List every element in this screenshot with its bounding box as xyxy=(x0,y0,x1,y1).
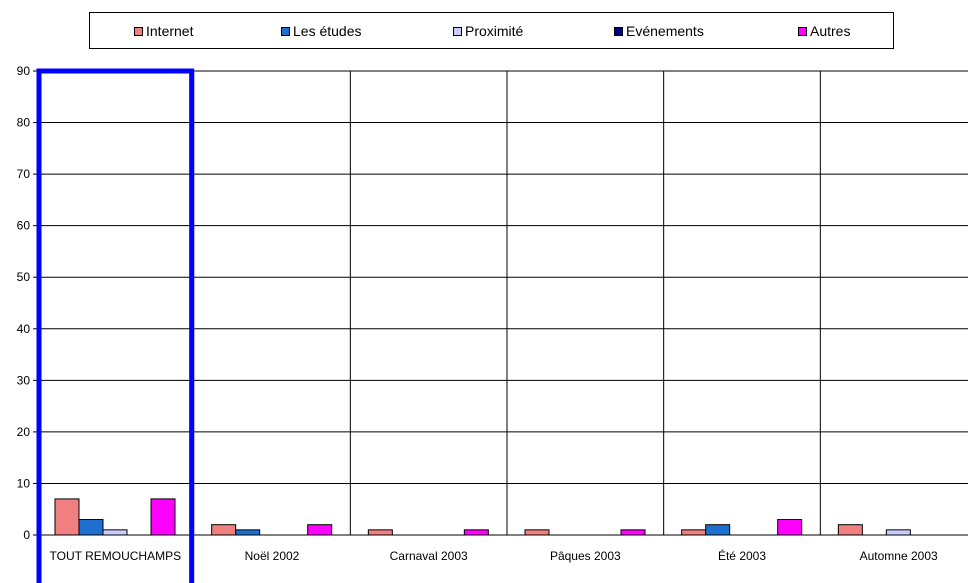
bar-internet-ete-2003 xyxy=(681,529,707,536)
x-tick-label-noel-2002: Noël 2002 xyxy=(245,549,300,563)
legend-swatch-proximite xyxy=(453,26,462,36)
y-tick-label-50: 50 xyxy=(17,270,31,284)
bar-les-etudes-noel-2002 xyxy=(235,529,261,536)
legend-label-les-etudes: Les études xyxy=(293,23,362,39)
legend-swatch-internet xyxy=(134,26,143,36)
legend-swatch-les-etudes xyxy=(281,26,290,36)
bar-autres-carnaval-2003 xyxy=(463,529,489,536)
legend-swatch-evenements xyxy=(614,26,623,36)
bar-internet-tout-remouchamps xyxy=(54,498,80,536)
x-tick-label-tout-remouchamps: TOUT REMOUCHAMPS xyxy=(50,549,182,563)
bar-autres-ete-2003 xyxy=(777,519,803,536)
y-tick-label-30: 30 xyxy=(17,373,31,387)
legend-swatch-autres xyxy=(798,26,807,36)
legend-label-internet: Internet xyxy=(146,23,194,39)
highlight-rect-tout-remouchamps xyxy=(36,68,195,583)
y-tick-label-60: 60 xyxy=(17,219,31,233)
bar-internet-paques-2003 xyxy=(524,529,550,536)
y-tick-label-20: 20 xyxy=(17,425,31,439)
y-tick-label-80: 80 xyxy=(17,116,31,130)
legend-item-evenements: Evénements xyxy=(614,23,704,39)
bars xyxy=(54,498,911,536)
legend-label-evenements: Evénements xyxy=(626,23,704,39)
legend-item-internet: Internet xyxy=(134,23,193,39)
legend-label-autres: Autres xyxy=(810,23,851,39)
bar-internet-noel-2002 xyxy=(211,524,237,536)
bar-autres-paques-2003 xyxy=(620,529,646,536)
legend-item-les-etudes: Les études xyxy=(281,23,362,39)
bar-autres-noel-2002 xyxy=(307,524,333,536)
x-tick-label-paques-2003: Pâques 2003 xyxy=(550,549,621,563)
legend: Internet Les études Proximité Evénements… xyxy=(89,12,894,49)
legend-item-proximite: Proximité xyxy=(453,23,523,39)
axes xyxy=(33,70,968,536)
y-tick-label-40: 40 xyxy=(17,322,31,336)
legend-item-autres: Autres xyxy=(798,23,850,39)
bar-proximite-tout-remouchamps xyxy=(102,529,128,536)
gridlines xyxy=(37,70,968,535)
x-tick-label-ete-2003: Été 2003 xyxy=(718,548,766,563)
y-tick-label-0: 0 xyxy=(23,528,30,542)
bar-les-etudes-ete-2003 xyxy=(705,524,731,536)
tick-labels: 0 10 20 30 40 50 60 70 80 90 TOUT REMOUCHAMPS Noël … xyxy=(17,64,938,563)
highlight-box xyxy=(36,68,195,583)
bar-proximite-automne-2003 xyxy=(885,529,911,536)
x-tick-label-carnaval-2003: Carnaval 2003 xyxy=(390,549,468,563)
bar-internet-carnaval-2003 xyxy=(367,529,393,536)
y-tick-label-70: 70 xyxy=(17,167,31,181)
y-tick-label-10: 10 xyxy=(17,476,31,490)
y-tick-label-90: 90 xyxy=(17,64,31,78)
bar-les-etudes-tout-remouchamps xyxy=(78,519,104,536)
bar-autres-tout-remouchamps xyxy=(150,498,176,536)
bar-internet-automne-2003 xyxy=(837,524,863,536)
x-tick-label-automne-2003: Automne 2003 xyxy=(860,549,938,563)
legend-label-proximite: Proximité xyxy=(465,23,524,39)
